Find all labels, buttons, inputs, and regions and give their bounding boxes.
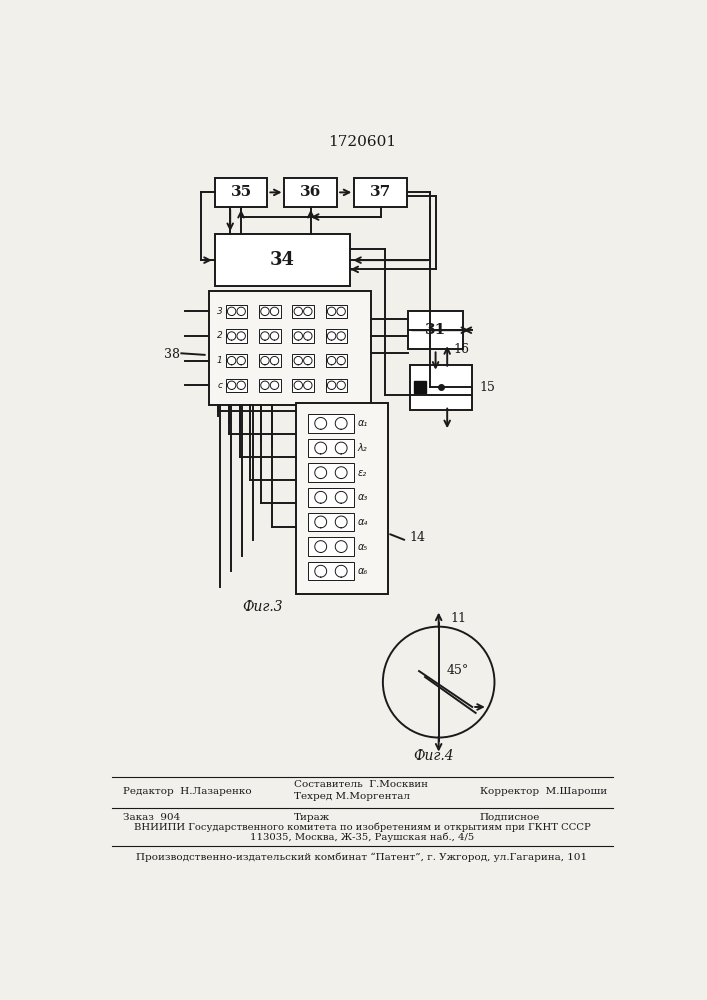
Bar <box>308 414 354 433</box>
Text: α₄: α₄ <box>357 517 368 527</box>
Text: λ₂: λ₂ <box>357 443 367 453</box>
Bar <box>308 562 354 580</box>
Text: Тираж: Тираж <box>293 813 330 822</box>
Text: 1: 1 <box>217 356 223 365</box>
Bar <box>284 178 337 207</box>
Text: Составитель  Г.Москвин: Составитель Г.Москвин <box>293 780 428 789</box>
Text: 11: 11 <box>450 612 467 625</box>
Text: α₃: α₃ <box>357 492 368 502</box>
Text: Техред М.Моргентал: Техред М.Моргентал <box>293 792 410 801</box>
Text: α₅: α₅ <box>357 542 368 552</box>
Bar <box>296 403 387 594</box>
Bar <box>292 329 314 343</box>
Bar <box>308 537 354 556</box>
Text: 37: 37 <box>370 185 391 199</box>
Bar <box>215 234 351 286</box>
Text: 45°: 45° <box>446 664 469 677</box>
Bar <box>325 354 347 367</box>
Bar <box>226 305 247 318</box>
Bar <box>408 311 464 349</box>
Text: 35: 35 <box>230 185 252 199</box>
Bar <box>354 178 407 207</box>
Bar <box>292 379 314 392</box>
Bar <box>325 379 347 392</box>
Text: Производственно-издательский комбинат “Патент”, г. Ужгород, ул.Гагарина, 101: Производственно-издательский комбинат “П… <box>136 853 588 862</box>
Bar <box>226 354 247 367</box>
Bar <box>259 329 281 343</box>
Text: 34: 34 <box>270 251 295 269</box>
Bar <box>209 291 371 405</box>
Text: α₆: α₆ <box>357 566 368 576</box>
Bar <box>308 488 354 507</box>
Text: ε₂: ε₂ <box>357 468 366 478</box>
Bar <box>308 513 354 531</box>
Bar <box>226 379 247 392</box>
Text: Подписное: Подписное <box>480 813 540 822</box>
Bar <box>308 439 354 457</box>
Text: 36: 36 <box>300 185 322 199</box>
Text: 16: 16 <box>453 343 469 356</box>
Bar <box>215 178 267 207</box>
Text: Фиг.4: Фиг.4 <box>413 749 454 763</box>
Text: c: c <box>218 381 223 390</box>
Text: Фиг.3: Фиг.3 <box>243 600 283 614</box>
Text: 113035, Москва, Ж-35, Раушская наб., 4/5: 113035, Москва, Ж-35, Раушская наб., 4/5 <box>250 832 474 842</box>
Bar <box>308 463 354 482</box>
Text: 3: 3 <box>217 307 223 316</box>
Bar <box>226 329 247 343</box>
Bar <box>410 365 472 410</box>
Text: 14: 14 <box>409 531 425 544</box>
Text: Редактор  Н.Лазаренко: Редактор Н.Лазаренко <box>123 787 252 796</box>
Text: Корректор  М.Шароши: Корректор М.Шароши <box>480 787 607 796</box>
Text: 31: 31 <box>425 323 446 337</box>
Text: 1720601: 1720601 <box>328 135 396 149</box>
Text: Заказ  904: Заказ 904 <box>123 813 180 822</box>
Bar <box>292 305 314 318</box>
Text: α₁: α₁ <box>357 418 368 428</box>
Bar <box>259 379 281 392</box>
Bar <box>259 305 281 318</box>
Text: 38: 38 <box>164 348 180 361</box>
Bar <box>325 329 347 343</box>
Bar <box>414 381 426 393</box>
Bar <box>325 305 347 318</box>
Text: ВНИИПИ Государственного комитета по изобретениям и открытиям при ГКНТ СССР: ВНИИПИ Государственного комитета по изоб… <box>134 823 590 832</box>
Text: 2: 2 <box>217 331 223 340</box>
Text: 15: 15 <box>480 381 496 394</box>
Bar <box>259 354 281 367</box>
Bar <box>292 354 314 367</box>
